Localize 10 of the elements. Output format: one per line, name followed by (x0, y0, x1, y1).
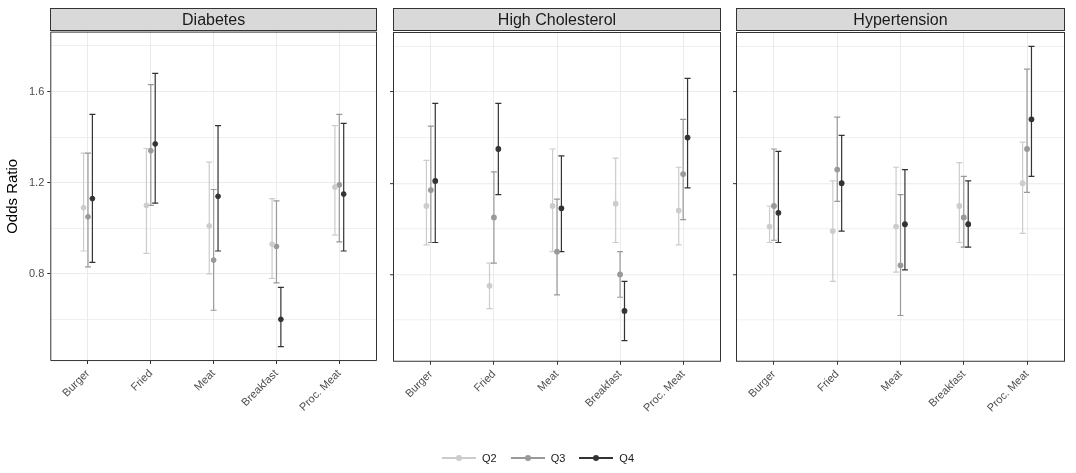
y-tick-label: 1.2 (28, 176, 45, 189)
legend-label: Q3 (550, 452, 566, 464)
chart-title: Hypertension (736, 8, 1065, 31)
legend-label: Q2 (481, 452, 497, 464)
legend-label: Q4 (619, 452, 635, 464)
y-axis-title: Odds Ratio (3, 159, 21, 235)
chart-title: Diabetes (50, 8, 377, 31)
y-tick-label: 0.8 (28, 267, 45, 280)
y-tick-label: 1.6 (28, 84, 45, 97)
chart-title: High Cholesterol (393, 8, 721, 31)
